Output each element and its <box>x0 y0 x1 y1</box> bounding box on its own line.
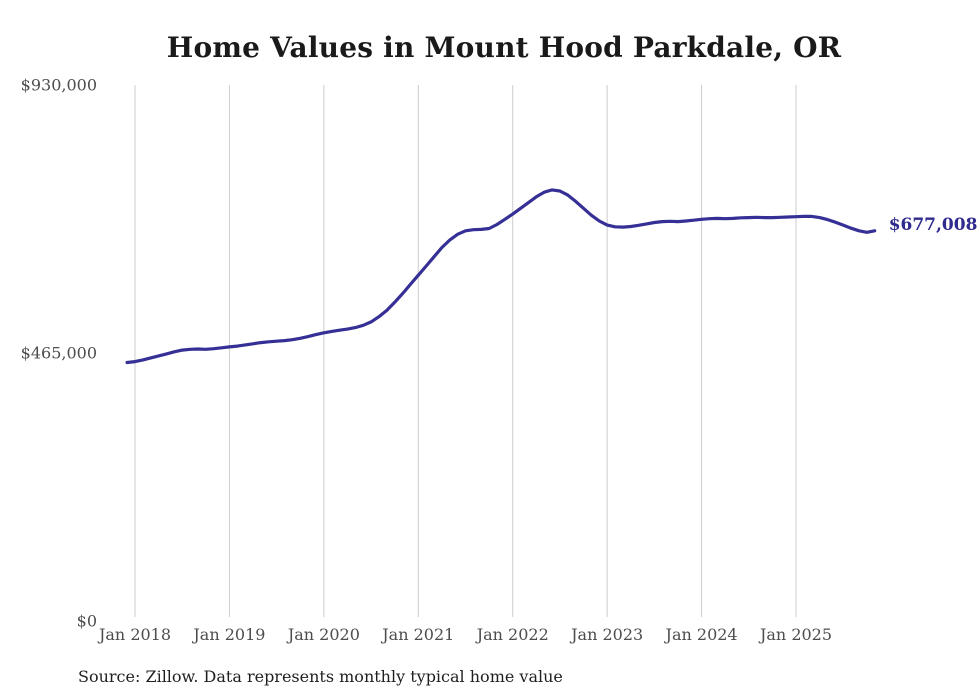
x-tick-label: Jan 2024 <box>665 625 738 644</box>
y-tick-label: $930,000 <box>20 75 97 95</box>
gridlines-group <box>134 85 797 617</box>
y-tick-label: $0 <box>76 611 97 631</box>
x-tick-label: Jan 2020 <box>287 625 360 644</box>
home-value-line <box>125 188 877 365</box>
x-tick-label: Jan 2018 <box>98 625 172 644</box>
y-tick-label: $465,000 <box>20 343 97 363</box>
x-tick-label: Jan 2025 <box>759 625 833 644</box>
source-note: Source: Zillow. Data represents monthly … <box>78 667 563 686</box>
x-tick-label: Jan 2023 <box>571 625 644 644</box>
x-tick-label: Jan 2019 <box>193 625 266 644</box>
end-value-label: $677,008 <box>888 214 978 235</box>
x-tick-label: Jan 2021 <box>382 625 455 644</box>
chart-title: Home Values in Mount Hood Parkdale, OR <box>166 31 842 64</box>
x-tick-label: Jan 2022 <box>476 625 549 644</box>
